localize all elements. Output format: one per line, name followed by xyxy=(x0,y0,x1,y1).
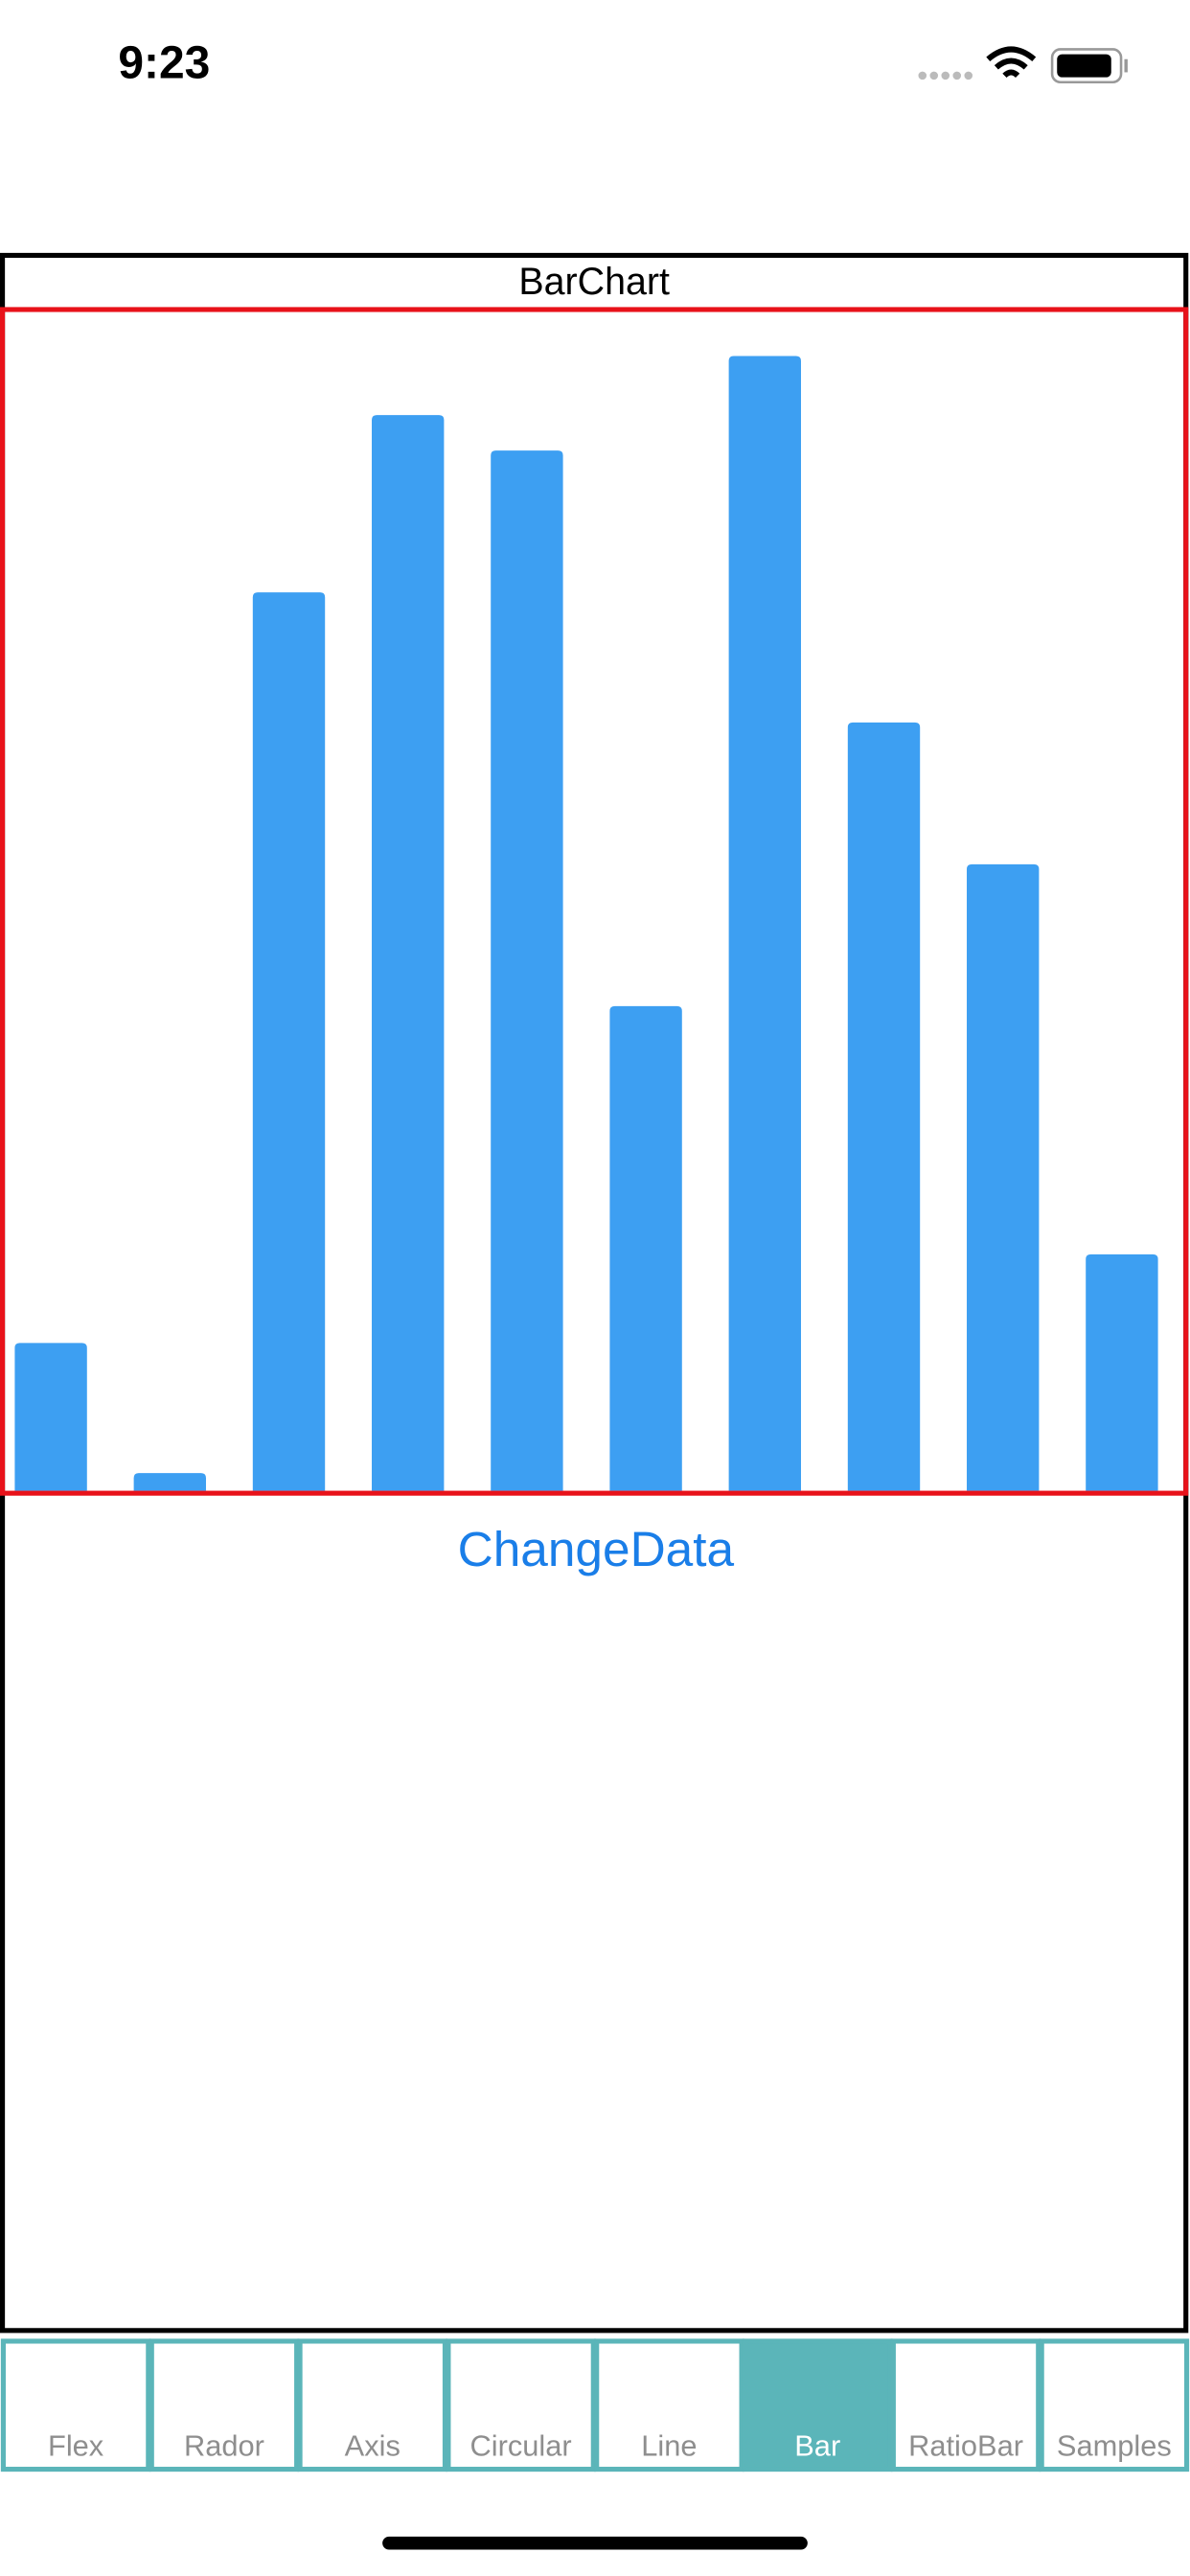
bar xyxy=(491,450,563,1491)
tab[interactable] xyxy=(594,2338,744,2472)
tab[interactable] xyxy=(1039,2338,1190,2472)
tab-label[interactable]: Samples xyxy=(1057,2428,1172,2462)
tab[interactable] xyxy=(890,2338,1041,2472)
status-time: 9:23 xyxy=(118,37,210,88)
bar xyxy=(728,356,801,1491)
tab-label[interactable]: Bar xyxy=(794,2428,840,2462)
tab[interactable] xyxy=(446,2338,596,2472)
tab[interactable] xyxy=(149,2338,300,2472)
tab-bar: Flex Rador Axis Circular Line Bar RatioBar Samp… xyxy=(0,2338,1190,2472)
tab-label[interactable]: Circular xyxy=(469,2428,571,2462)
chart-frame xyxy=(0,307,1189,1496)
bar xyxy=(967,863,1040,1491)
tab-label[interactable]: Rador xyxy=(184,2428,264,2462)
tab[interactable] xyxy=(742,2338,893,2472)
bar xyxy=(133,1473,206,1491)
tab[interactable] xyxy=(0,2338,151,2472)
change-data-button[interactable]: ChangeData xyxy=(458,1521,735,1576)
bar xyxy=(1086,1254,1158,1491)
tab-label[interactable]: Axis xyxy=(345,2428,400,2462)
bars xyxy=(14,356,1158,1491)
bar xyxy=(252,592,326,1491)
status-icons xyxy=(918,46,1128,84)
tab[interactable] xyxy=(297,2338,448,2472)
tab-label[interactable]: Flex xyxy=(48,2428,104,2462)
chart-title: BarChart xyxy=(518,261,670,303)
home-indicator xyxy=(382,2536,808,2550)
bar xyxy=(372,415,445,1491)
tab-label[interactable]: RatioBar xyxy=(908,2428,1023,2462)
bar xyxy=(609,1005,682,1491)
bar xyxy=(14,1343,87,1491)
tab-label[interactable]: Line xyxy=(641,2428,697,2462)
bar xyxy=(847,722,921,1491)
